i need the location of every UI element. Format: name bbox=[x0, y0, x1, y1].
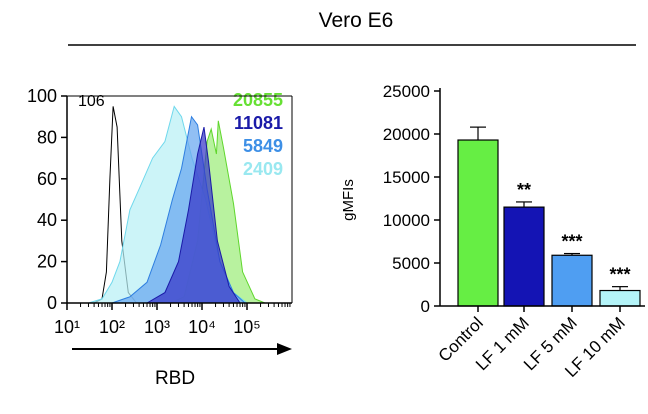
bar-marks-group: ******** bbox=[457, 126, 641, 307]
histogram-x-tick-label: 10² bbox=[99, 317, 125, 337]
histogram-x-tick-label: 10⁵ bbox=[233, 317, 260, 337]
bar-chart-y-tick-label: 15000 bbox=[383, 168, 430, 187]
bar-chart-y-tick-label: 10000 bbox=[383, 211, 430, 230]
histogram-y-tick-label: 20 bbox=[37, 252, 57, 272]
histogram-x-tick-label: 10³ bbox=[144, 317, 170, 337]
histogram-x-tick-label: 10⁴ bbox=[188, 317, 216, 337]
histogram-y-tick-label: 40 bbox=[37, 210, 57, 230]
histogram-y-tick-label: 60 bbox=[37, 169, 57, 189]
histogram-curve bbox=[145, 126, 241, 304]
bar-chart-y-ticks: 25000 20000 15000 10000 5000 0 bbox=[383, 82, 440, 316]
rbd-arrow-head bbox=[277, 343, 292, 355]
figure-title: Vero E6 bbox=[319, 9, 394, 32]
histogram-y-tick-label: 80 bbox=[37, 127, 57, 147]
histogram-annotation-label: 11081 bbox=[234, 113, 283, 133]
bar bbox=[551, 254, 593, 307]
histogram-annotation-label: 106 bbox=[78, 93, 105, 110]
histogram-annotation-group: 106 20855 11081 5849 2409 bbox=[78, 90, 283, 179]
bar bbox=[457, 139, 499, 307]
histogram-y-tick-label: 100 bbox=[27, 86, 57, 106]
bar-chart-panel: gMFIs ******** 2500020000150001000050000… bbox=[340, 82, 645, 381]
bar-chart-y-tick-label: 25000 bbox=[383, 82, 430, 101]
bar bbox=[503, 206, 545, 307]
histogram-x-ticks: 10¹ 10² 10³ 10⁴ 10⁵ bbox=[54, 303, 291, 337]
histogram-annotation-label: 5849 bbox=[243, 136, 283, 156]
histogram-y-ticks: 100 80 60 40 20 0 bbox=[27, 86, 67, 313]
significance-label: *** bbox=[561, 232, 582, 252]
histogram-x-label: RBD bbox=[155, 368, 195, 389]
significance-label: ** bbox=[517, 180, 531, 200]
significance-label: *** bbox=[609, 265, 630, 285]
histogram-y-tick-label: 0 bbox=[47, 293, 57, 313]
bar-chart-y-label: gMFIs bbox=[340, 179, 357, 221]
bar-chart-y-tick-label: 20000 bbox=[383, 125, 430, 144]
histogram-x-tick-label: 10¹ bbox=[54, 317, 80, 337]
histogram-annotation-label: 2409 bbox=[243, 159, 283, 179]
bar bbox=[599, 289, 641, 307]
bar-chart-y-tick-label: 0 bbox=[421, 297, 430, 316]
histogram-series-group bbox=[88, 105, 266, 304]
histogram-annotation-label: 20855 bbox=[233, 90, 283, 110]
bar-chart-y-tick-label: 5000 bbox=[392, 254, 430, 273]
